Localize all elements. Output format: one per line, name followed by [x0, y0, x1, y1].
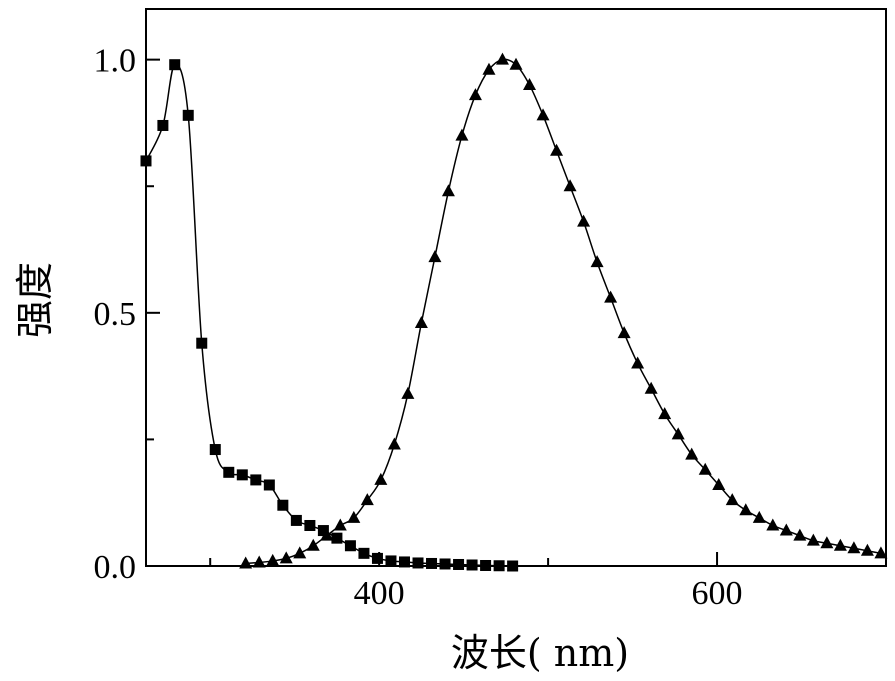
square-marker — [331, 533, 342, 544]
series-line-1 — [246, 59, 881, 563]
triangle-marker — [577, 215, 590, 227]
square-marker — [453, 559, 464, 570]
triangle-marker — [442, 184, 455, 196]
square-marker — [223, 467, 234, 478]
square-marker — [237, 469, 248, 480]
square-marker — [358, 548, 369, 559]
series-markers — [141, 53, 888, 572]
triangle-marker — [334, 518, 347, 530]
triangle-marker — [401, 387, 414, 399]
square-marker — [291, 515, 302, 526]
triangle-marker — [672, 427, 685, 439]
triangle-marker — [564, 179, 577, 191]
square-marker — [169, 59, 180, 70]
y-axis-title: 强度 — [13, 262, 57, 338]
triangle-marker — [415, 316, 428, 328]
y-tick-label: 1.0 — [94, 43, 137, 80]
triangle-marker — [455, 129, 468, 141]
triangle-marker — [591, 255, 604, 267]
triangle-marker — [645, 382, 658, 394]
square-marker — [250, 474, 261, 485]
triangle-marker — [658, 407, 671, 419]
triangle-marker — [604, 291, 617, 303]
square-marker — [183, 110, 194, 121]
x-axis: 400 600 — [210, 552, 886, 612]
triangle-marker — [469, 88, 482, 100]
square-marker — [345, 540, 356, 551]
triangle-marker — [523, 78, 536, 90]
triangle-marker — [496, 53, 509, 65]
triangle-marker — [388, 437, 401, 449]
series-curves — [146, 59, 881, 566]
x-tick-label: 400 — [354, 575, 405, 612]
triangle-marker — [510, 58, 523, 70]
y-axis: 0.0 0.5 1.0 — [94, 43, 161, 586]
triangle-marker — [618, 326, 631, 338]
triangle-marker — [753, 511, 766, 523]
square-marker — [372, 553, 383, 564]
square-marker — [467, 559, 478, 570]
square-marker — [426, 558, 437, 569]
triangle-marker — [307, 539, 320, 551]
triangle-marker — [374, 473, 387, 485]
square-marker — [157, 120, 168, 131]
triangle-marker — [537, 108, 550, 120]
y-tick-label: 0.5 — [94, 296, 137, 333]
square-marker — [210, 444, 221, 455]
square-marker — [385, 555, 396, 566]
square-marker — [264, 479, 275, 490]
y-tick-label: 0.0 — [94, 549, 137, 586]
x-tick-label: 600 — [692, 575, 743, 612]
square-marker — [440, 558, 451, 569]
square-marker — [304, 520, 315, 531]
square-marker — [277, 500, 288, 511]
triangle-marker — [766, 518, 779, 530]
triangle-marker — [293, 546, 306, 558]
x-axis-title: 波长( nm) — [451, 631, 629, 675]
triangle-marker — [428, 250, 441, 262]
triangle-marker — [631, 356, 644, 368]
triangle-marker — [739, 503, 752, 515]
triangle-marker — [550, 144, 563, 156]
square-marker — [196, 338, 207, 349]
